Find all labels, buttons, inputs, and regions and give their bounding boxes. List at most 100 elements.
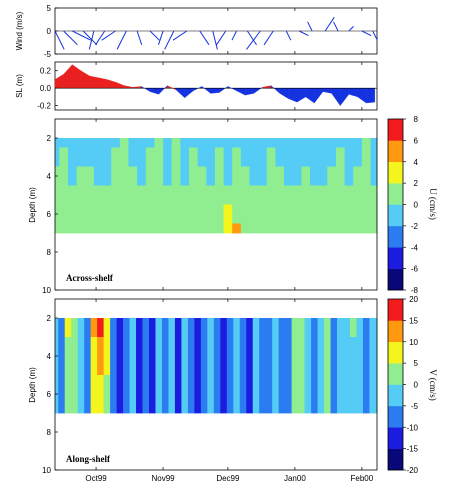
across-shelf-heat-cell <box>171 185 181 205</box>
along-shelf-heat-cell <box>343 337 351 376</box>
x-tick-label: Nov99 <box>151 474 175 483</box>
along-shelf-heat-cell <box>110 318 117 338</box>
across-shelf-heat-cell <box>137 185 147 205</box>
across-shelf-heat-cell <box>188 166 199 186</box>
along-shelf-heat-cell <box>278 403 286 414</box>
wind-stick <box>285 30 292 41</box>
across-shelf-heat-cell <box>163 185 173 205</box>
across-shelf-heat-cell <box>85 185 95 205</box>
across-shelf-heat-cell <box>223 166 233 186</box>
along-shelf-heat-cell <box>343 403 351 414</box>
across-shelf-heat-cell <box>344 138 354 148</box>
across-shelf-heat-cell <box>318 223 328 234</box>
along-shelf-heat-cell <box>77 403 85 414</box>
across-shelf-heat-cell <box>318 185 328 205</box>
sea-level-area-segment <box>210 88 220 94</box>
across-shelf-heat-cell <box>370 185 378 205</box>
along-shelf-heat-cell <box>200 403 208 414</box>
along-shelf-heat-cell <box>213 375 221 404</box>
across-shelf-heat-cell <box>284 138 294 148</box>
y-tick-label: 10 <box>42 286 51 295</box>
along-shelf-heat-cell <box>330 403 338 414</box>
y-tick-label: 6 <box>47 390 52 399</box>
along-shelf-heat-cell <box>194 318 202 338</box>
across-shelf-heat-cell <box>370 204 378 224</box>
along-shelf-heat-cell <box>181 318 189 338</box>
across-shelf-ylabel: Depth (m) <box>28 187 37 223</box>
across-shelf-plot-frame <box>54 118 378 291</box>
along-shelf-heat-cell <box>187 337 195 376</box>
along-shelf-heat-cell <box>71 403 79 414</box>
across-shelf-heat-cell <box>188 138 199 148</box>
wind-stick <box>246 30 257 46</box>
along-shelf-heat-cell <box>64 318 72 338</box>
along-shelf-heat-cell <box>317 375 325 404</box>
along-shelf-heat-cell <box>116 403 124 414</box>
along-shelf-heat-cell <box>174 318 182 338</box>
colorbar-tick-label: -5 <box>411 402 419 411</box>
across-shelf-heat-cell <box>310 223 320 234</box>
along-shelf-heat-cell <box>343 318 351 338</box>
across-shelf-heat-cell <box>55 147 60 167</box>
along-shelf-heat-cell <box>97 375 105 404</box>
colorbar-tick-label: 15 <box>409 316 418 325</box>
colorbar-tick-label: 0 <box>414 201 419 210</box>
across-shelf-heat-cell <box>206 166 216 186</box>
along-shelf-heat-cell <box>233 337 241 376</box>
along-shelf-heat-cell <box>246 375 254 404</box>
across-shelf-heat-cell <box>240 166 250 186</box>
along-shelf-heat-cell <box>142 337 150 376</box>
across-shelf-heat-cell <box>137 147 147 167</box>
across-shelf-heat-cell <box>353 223 363 234</box>
across-shelf-heat-cell <box>249 166 259 186</box>
along-shelf-heat-cell <box>324 318 331 338</box>
along-shelf-heat-cell <box>200 375 208 404</box>
across-shelf-heat-cell <box>258 166 268 186</box>
across-shelf-heat-cell <box>284 147 294 167</box>
across-shelf-heat-cell <box>292 147 302 167</box>
across-shelf-heat-cell <box>59 185 69 205</box>
across-shelf-heat-cell <box>171 223 181 234</box>
along-shelf-colorbar-swatch <box>388 363 403 385</box>
across-shelf-heat-cell <box>301 147 311 167</box>
across-shelf-heat-cell <box>335 204 345 224</box>
along-shelf-heat-cell <box>291 403 299 414</box>
along-shelf-heat-cell <box>298 403 306 414</box>
along-shelf-heat-cell <box>259 337 267 376</box>
along-shelf-heat-cell <box>239 337 247 376</box>
along-shelf-heat-cell <box>174 337 182 376</box>
across-shelf-heat-cell <box>119 204 129 224</box>
along-shelf-heat-cell <box>64 337 72 376</box>
across-shelf-panel: Depth (m) Across-shelf U (cm/s) 2 4 6 8 10 8 6… <box>28 115 438 295</box>
along-shelf-heat-cell <box>239 375 247 404</box>
along-shelf-heat-cell <box>207 337 215 376</box>
across-shelf-heat-cell <box>93 204 103 224</box>
along-shelf-heat-cell <box>369 403 378 414</box>
along-shelf-heat-cell <box>149 337 156 376</box>
wind-stick <box>348 26 354 32</box>
across-shelf-heat-cell <box>232 138 242 148</box>
across-shelf-heat-cell <box>102 185 112 205</box>
along-shelf-heat-cell <box>317 318 325 338</box>
across-shelf-colorbar-swatch <box>388 268 403 291</box>
across-shelf-heat-cell <box>93 138 103 148</box>
along-shelf-heat-cell <box>103 375 111 404</box>
across-shelf-heat-cell <box>59 204 69 224</box>
across-shelf-heat-cell <box>301 166 311 186</box>
across-shelf-heat-cell <box>85 166 95 186</box>
along-shelf-heat-cell <box>362 403 370 414</box>
wind-stick <box>88 30 95 50</box>
across-shelf-heat-cell <box>59 147 69 167</box>
along-shelf-heat-cell <box>226 403 234 414</box>
along-shelf-heat-cell <box>278 337 286 376</box>
along-shelf-heat-cell <box>55 318 59 338</box>
across-shelf-heat-cell <box>327 138 337 148</box>
y-tick-label: 0.2 <box>40 67 52 76</box>
across-shelf-heat-cell <box>353 138 363 148</box>
across-shelf-heat-cell <box>59 166 69 186</box>
across-shelf-heat-cell <box>171 166 181 186</box>
along-shelf-colorbar-swatch <box>388 405 403 428</box>
x-tick-label: Oct99 <box>85 474 107 483</box>
across-shelf-heat-cell <box>292 204 302 224</box>
across-shelf-heat-cell <box>128 223 138 234</box>
